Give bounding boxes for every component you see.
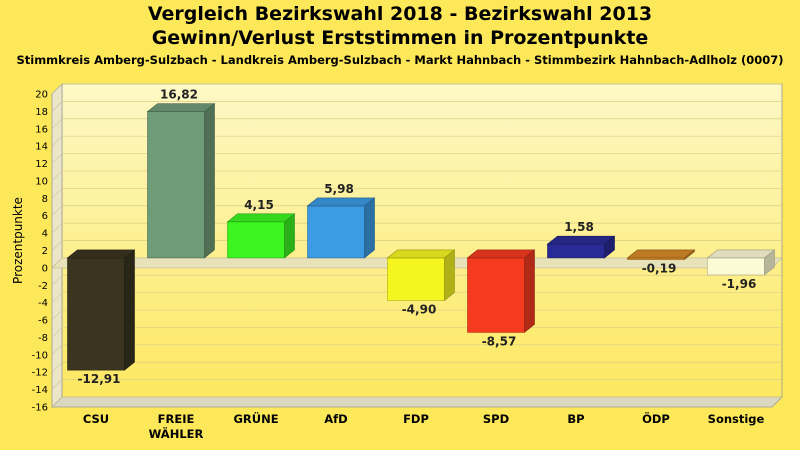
x-tick-label: AfD — [324, 412, 347, 426]
x-tick-label: FDP — [403, 412, 429, 426]
chart-subtitle: Gewinn/Verlust Erststimmen in Prozentpun… — [151, 27, 649, 49]
x-tick-label: BP — [567, 412, 584, 426]
data-label: 5,98 — [324, 182, 354, 196]
y-tick-label: 2 — [42, 246, 48, 257]
x-tick-label: WÄHLER — [149, 426, 204, 441]
y-tick-label: 6 — [42, 211, 48, 222]
chart-title: Vergleich Bezirkswahl 2018 - Bezirkswahl… — [147, 3, 653, 25]
bar-afd — [306, 197, 376, 259]
y-tick-label: 8 — [42, 194, 48, 205]
data-label: -1,96 — [722, 277, 757, 291]
x-tick-label: ÖDP — [642, 411, 670, 426]
y-tick-label: -2 — [38, 281, 48, 292]
bar-spd — [466, 249, 536, 334]
y-tick-label: 4 — [42, 229, 48, 240]
bar-bp — [546, 235, 616, 259]
y-tick-label: -16 — [32, 403, 48, 414]
bar-freie-wähler — [146, 103, 216, 259]
bar-ödp — [626, 249, 696, 261]
y-tick-label: 0 — [42, 263, 48, 274]
x-tick-label: CSU — [83, 412, 109, 426]
y-axis-label: Prozentpunkte — [11, 197, 25, 284]
y-tick-label: -10 — [32, 350, 48, 361]
y-tick-label: -8 — [38, 333, 48, 344]
y-tick-label: 16 — [35, 124, 48, 135]
y-tick-label: 10 — [35, 176, 48, 187]
data-label: -0,19 — [642, 262, 677, 276]
x-tick-label: GRÜNE — [233, 411, 278, 426]
data-label: 4,15 — [244, 198, 274, 212]
data-label: -12,91 — [78, 372, 121, 386]
y-tick-label: 20 — [35, 90, 48, 101]
y-tick-label: -12 — [32, 368, 48, 379]
x-tick-label: FREIE — [158, 412, 195, 426]
y-tick-label: -14 — [32, 385, 48, 396]
bar-grüne — [226, 213, 296, 259]
bar-sonstige — [706, 249, 776, 276]
y-tick-label: -6 — [38, 316, 48, 327]
bar-csu — [66, 249, 136, 371]
y-tick-label: -4 — [38, 298, 48, 309]
y-tick-label: 14 — [35, 142, 48, 153]
data-label: 1,58 — [564, 220, 594, 234]
y-tick-label: 12 — [35, 159, 48, 170]
x-tick-label: SPD — [483, 412, 509, 426]
bar-fdp — [386, 249, 456, 302]
data-label: 16,82 — [160, 88, 198, 102]
chart-region-subtitle: Stimmkreis Amberg-Sulzbach - Landkreis A… — [16, 53, 784, 67]
y-tick-label: 18 — [35, 107, 48, 118]
data-label: -8,57 — [482, 334, 517, 348]
x-tick-label: Sonstige — [708, 412, 765, 426]
data-label: -4,90 — [402, 302, 437, 316]
